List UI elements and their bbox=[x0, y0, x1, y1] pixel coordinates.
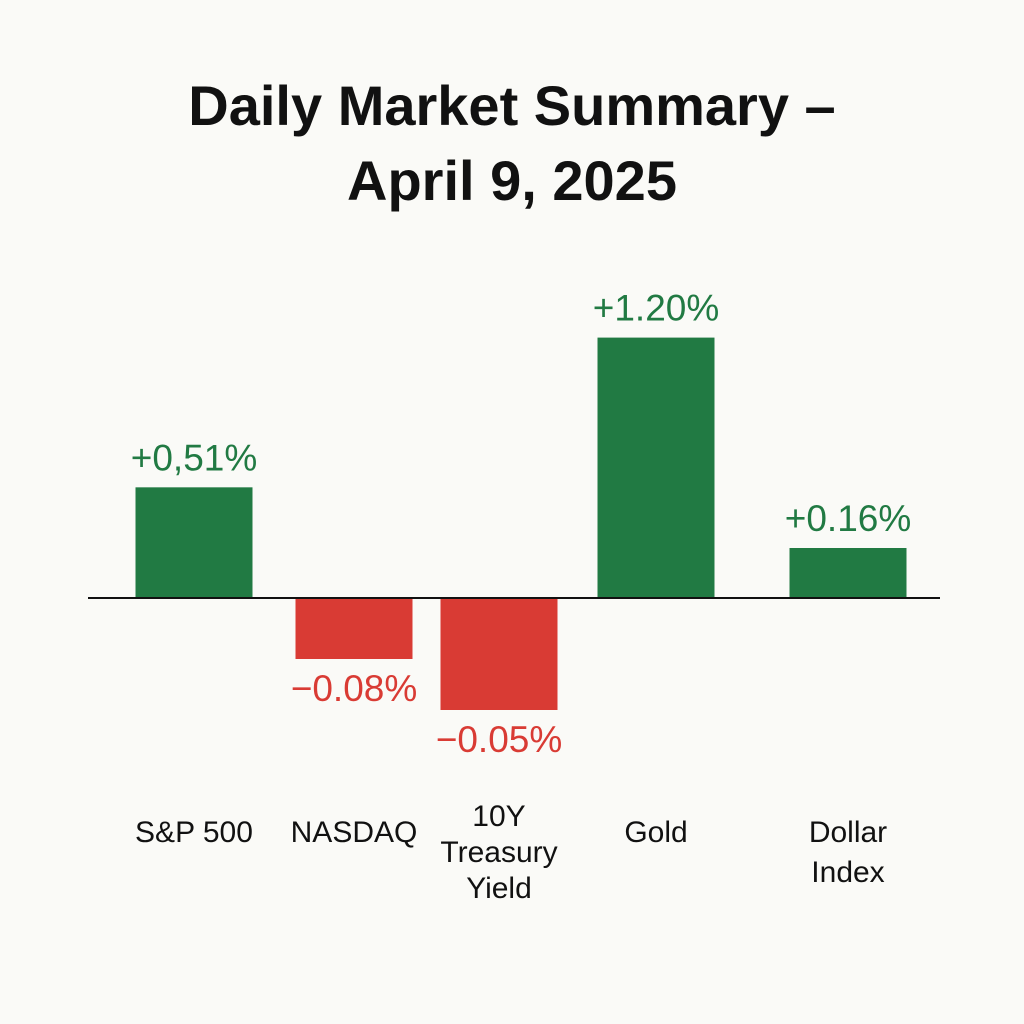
category-label-2-line-0: 10Y bbox=[472, 800, 525, 833]
category-label-3-line-0: Gold bbox=[624, 816, 687, 849]
value-label-2: −0.05% bbox=[436, 719, 563, 760]
chart-title-line-2: April 9, 2025 bbox=[347, 149, 677, 212]
value-labels-group: +0,51% −0.08% −0.05% +1.20% +0.16% bbox=[131, 288, 912, 760]
bar-0 bbox=[135, 487, 253, 598]
category-label-1-line-0: NASDAQ bbox=[291, 816, 418, 849]
category-label-2-line-1: Treasury bbox=[440, 836, 557, 869]
category-label-4-line-1: Index bbox=[811, 856, 884, 889]
category-label-2-line-2: Yield bbox=[466, 872, 532, 905]
category-label-4-line-0: Dollar bbox=[809, 816, 887, 849]
value-label-4: +0.16% bbox=[785, 498, 912, 539]
value-label-1: −0.08% bbox=[291, 668, 418, 709]
bar-1 bbox=[295, 598, 413, 659]
category-label-0-line-0: S&P 500 bbox=[135, 816, 253, 849]
bar-3 bbox=[597, 337, 715, 598]
bar-2 bbox=[440, 598, 558, 710]
value-label-3: +1.20% bbox=[593, 288, 720, 329]
value-label-0: +0,51% bbox=[131, 437, 258, 478]
bars-group bbox=[135, 337, 907, 710]
chart-title-line-1: Daily Market Summary – bbox=[188, 74, 835, 137]
bar-4 bbox=[789, 548, 907, 598]
